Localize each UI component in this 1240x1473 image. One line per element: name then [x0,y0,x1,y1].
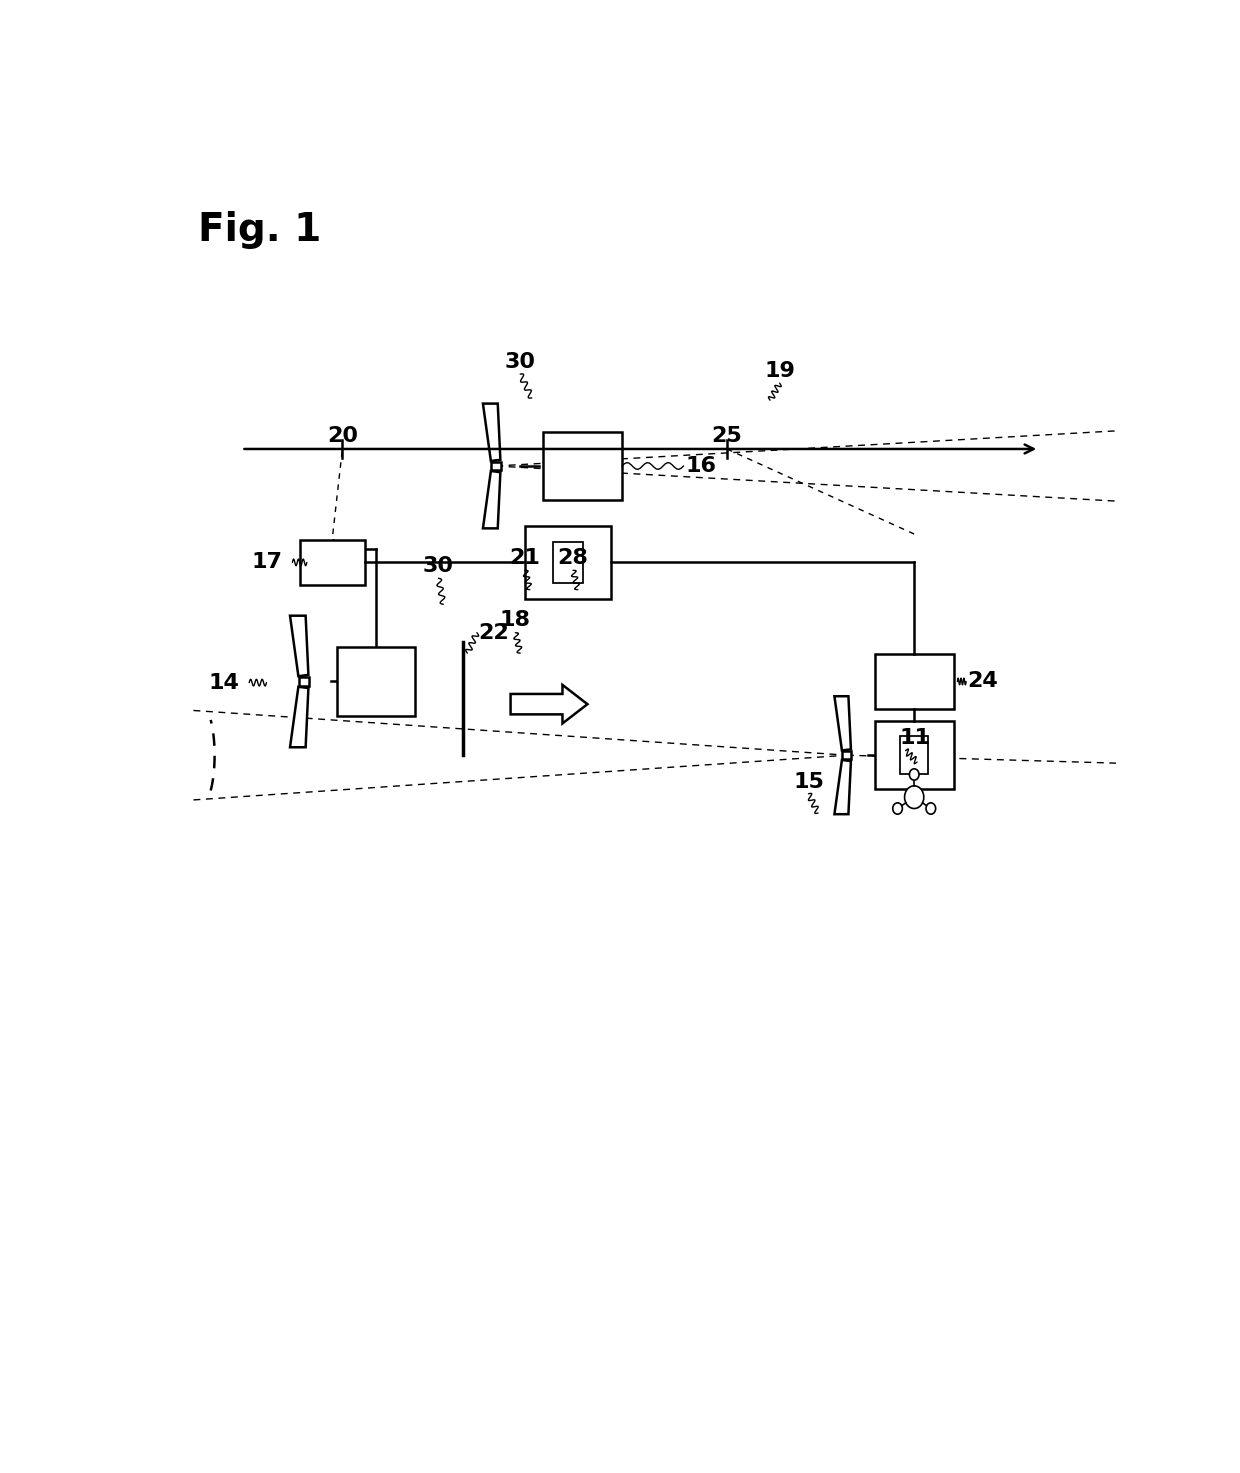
Polygon shape [835,760,851,815]
Bar [874,654,954,709]
Text: 18: 18 [500,610,531,630]
Circle shape [909,769,919,781]
Text: 20: 20 [327,426,358,446]
Text: 25: 25 [712,426,743,446]
Bar [842,751,852,760]
Bar [299,678,309,686]
Text: 28: 28 [558,548,589,569]
FancyArrow shape [511,685,588,723]
Text: 24: 24 [967,672,998,691]
Text: 16: 16 [686,457,717,476]
Text: Fig. 1: Fig. 1 [198,211,321,249]
Bar [553,542,583,583]
Circle shape [893,803,903,815]
Text: 19: 19 [764,361,795,382]
Bar [525,526,611,600]
Bar [543,432,622,499]
Polygon shape [835,697,851,750]
Text: 11: 11 [900,729,931,748]
Text: 15: 15 [794,772,823,791]
Bar [900,736,928,773]
Bar [491,461,501,470]
Text: 30: 30 [423,555,454,576]
Circle shape [904,785,924,809]
Bar [300,539,366,585]
Polygon shape [482,471,501,529]
Bar [874,722,954,790]
Text: 14: 14 [208,673,239,692]
Circle shape [926,803,936,815]
Bar [336,648,415,716]
Text: 21: 21 [510,548,541,569]
Text: 30: 30 [505,352,536,371]
Polygon shape [290,616,309,676]
Polygon shape [290,686,309,747]
Text: 22: 22 [477,623,508,642]
Text: 17: 17 [252,552,283,573]
Polygon shape [482,404,501,461]
